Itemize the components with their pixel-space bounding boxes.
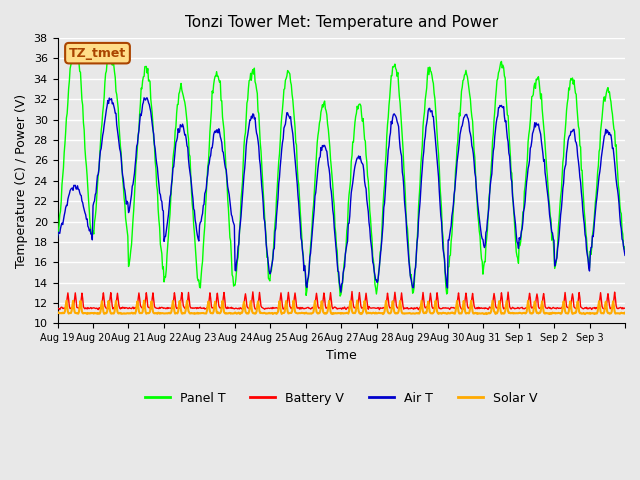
X-axis label: Time: Time <box>326 348 356 362</box>
Legend: Panel T, Battery V, Air T, Solar V: Panel T, Battery V, Air T, Solar V <box>140 387 543 410</box>
Text: TZ_tmet: TZ_tmet <box>69 47 126 60</box>
Title: Tonzi Tower Met: Temperature and Power: Tonzi Tower Met: Temperature and Power <box>185 15 498 30</box>
Y-axis label: Temperature (C) / Power (V): Temperature (C) / Power (V) <box>15 94 28 268</box>
